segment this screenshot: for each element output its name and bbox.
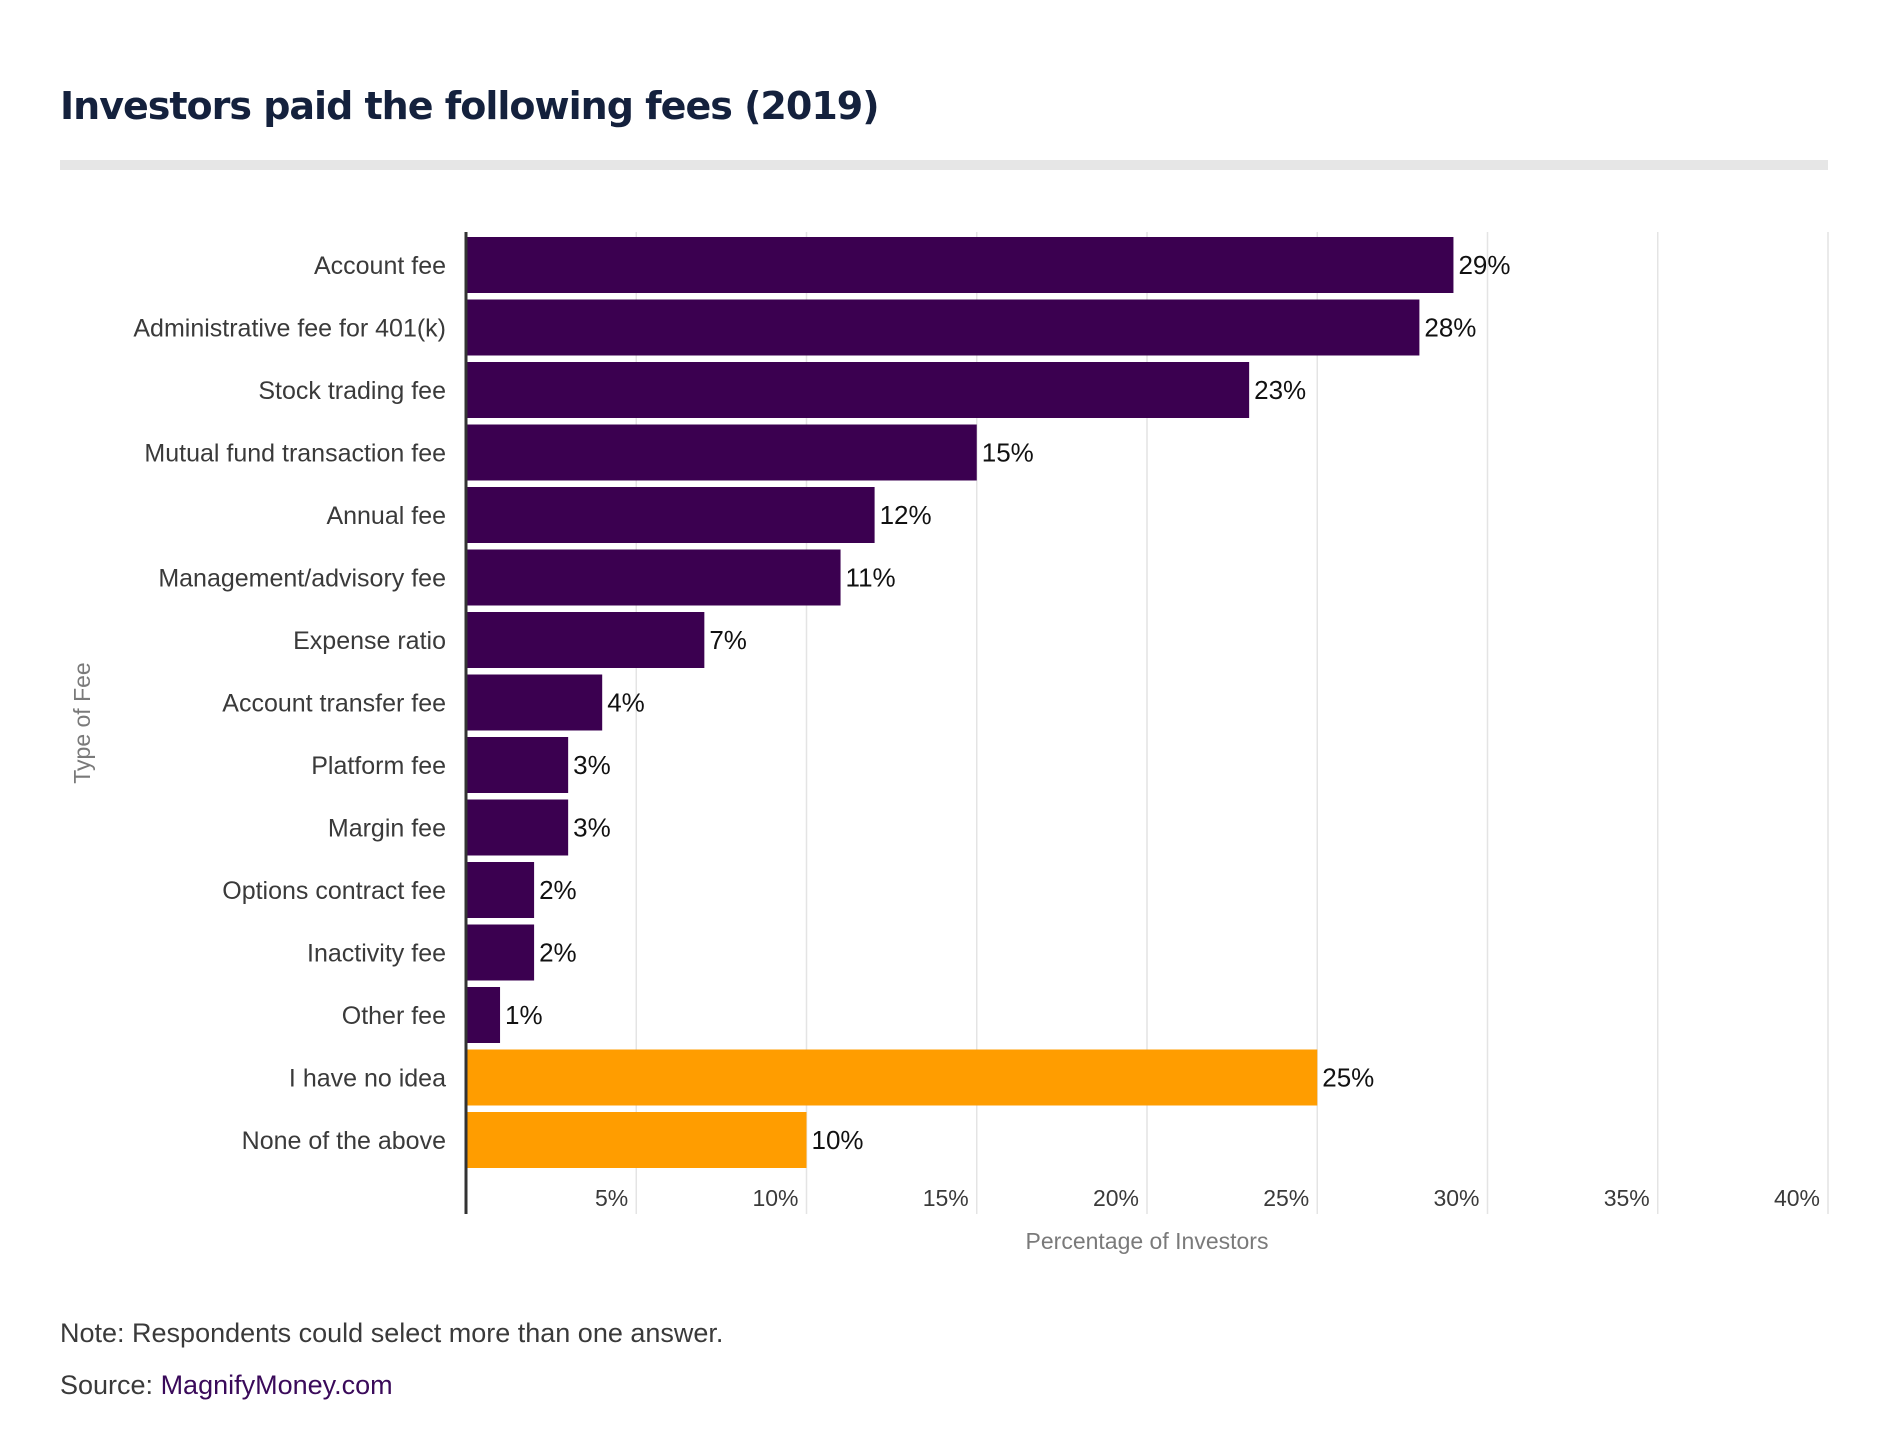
x-tick-label: 20% [1093,1185,1139,1211]
y-axis-title: Type of Fee [69,662,95,783]
category-label: Account transfer fee [222,690,446,718]
value-label: 2% [539,938,577,968]
x-tick-label: 5% [595,1185,628,1211]
x-tick-label: 40% [1774,1185,1820,1211]
bar [466,237,1454,293]
value-label: 2% [539,875,577,905]
chart-source: Source: MagnifyMoney.com [60,1370,393,1401]
category-label: Inactivity fee [307,940,446,968]
x-tick-label: 30% [1433,1185,1479,1211]
value-label: 7% [709,625,747,655]
chart-note: Note: Respondents could select more than… [60,1318,724,1348]
source-prefix: Source: [60,1370,161,1400]
category-label: Account fee [314,252,446,280]
category-label: Other fee [342,1002,446,1030]
category-label: Platform fee [311,752,446,780]
value-label: 11% [846,563,896,593]
value-label: 12% [880,500,932,530]
x-tick-label: 35% [1604,1185,1650,1211]
category-label: Margin fee [328,815,446,843]
value-label: 29% [1458,250,1510,280]
value-label: 25% [1322,1063,1374,1093]
category-label: Options contract fee [222,877,446,905]
bar [466,862,535,918]
category-label: Expense ratio [293,627,446,655]
category-label: I have no idea [289,1065,446,1093]
chart-title: Investors paid the following fees (2019) [60,84,880,128]
value-label: 28% [1424,313,1476,343]
labels: 5% 10% 15% 20% 25% 30% 35% 40% Account fee 29% Adm… [133,250,1820,1211]
x-tick-label: 25% [1263,1185,1309,1211]
category-label: None of the above [242,1127,446,1155]
bar [466,299,1420,356]
bars [466,237,1454,1168]
bar [466,924,535,981]
bar [466,799,569,856]
category-label: Mutual fund transaction fee [144,440,446,468]
bar [466,987,501,1043]
source-link[interactable]: MagnifyMoney.com [160,1370,393,1400]
x-tick-label: 10% [752,1185,798,1211]
bar [466,1049,1318,1106]
value-label: 1% [505,1000,543,1030]
value-label: 4% [607,688,645,718]
bar [466,737,569,793]
bar [466,362,1250,418]
bar [466,549,841,606]
value-label: 3% [573,813,611,843]
category-label: Annual fee [326,502,446,530]
bar [466,612,705,668]
category-label: Management/advisory fee [158,565,446,593]
bar [466,674,603,731]
bar-chart: 5% 10% 15% 20% 25% 30% 35% 40% Account fee 29% Adm… [69,232,1829,1254]
bar [466,487,875,543]
bar [466,424,977,481]
x-tick-label: 15% [923,1185,969,1211]
value-label: 10% [812,1125,864,1155]
value-label: 3% [573,750,611,780]
value-label: 23% [1254,375,1306,405]
value-label: 15% [982,438,1034,468]
category-label: Administrative fee for 401(k) [133,315,446,343]
title-divider [60,160,1828,170]
bar [466,1112,807,1168]
category-label: Stock trading fee [258,377,446,405]
x-axis-title: Percentage of Investors [1026,1228,1269,1254]
